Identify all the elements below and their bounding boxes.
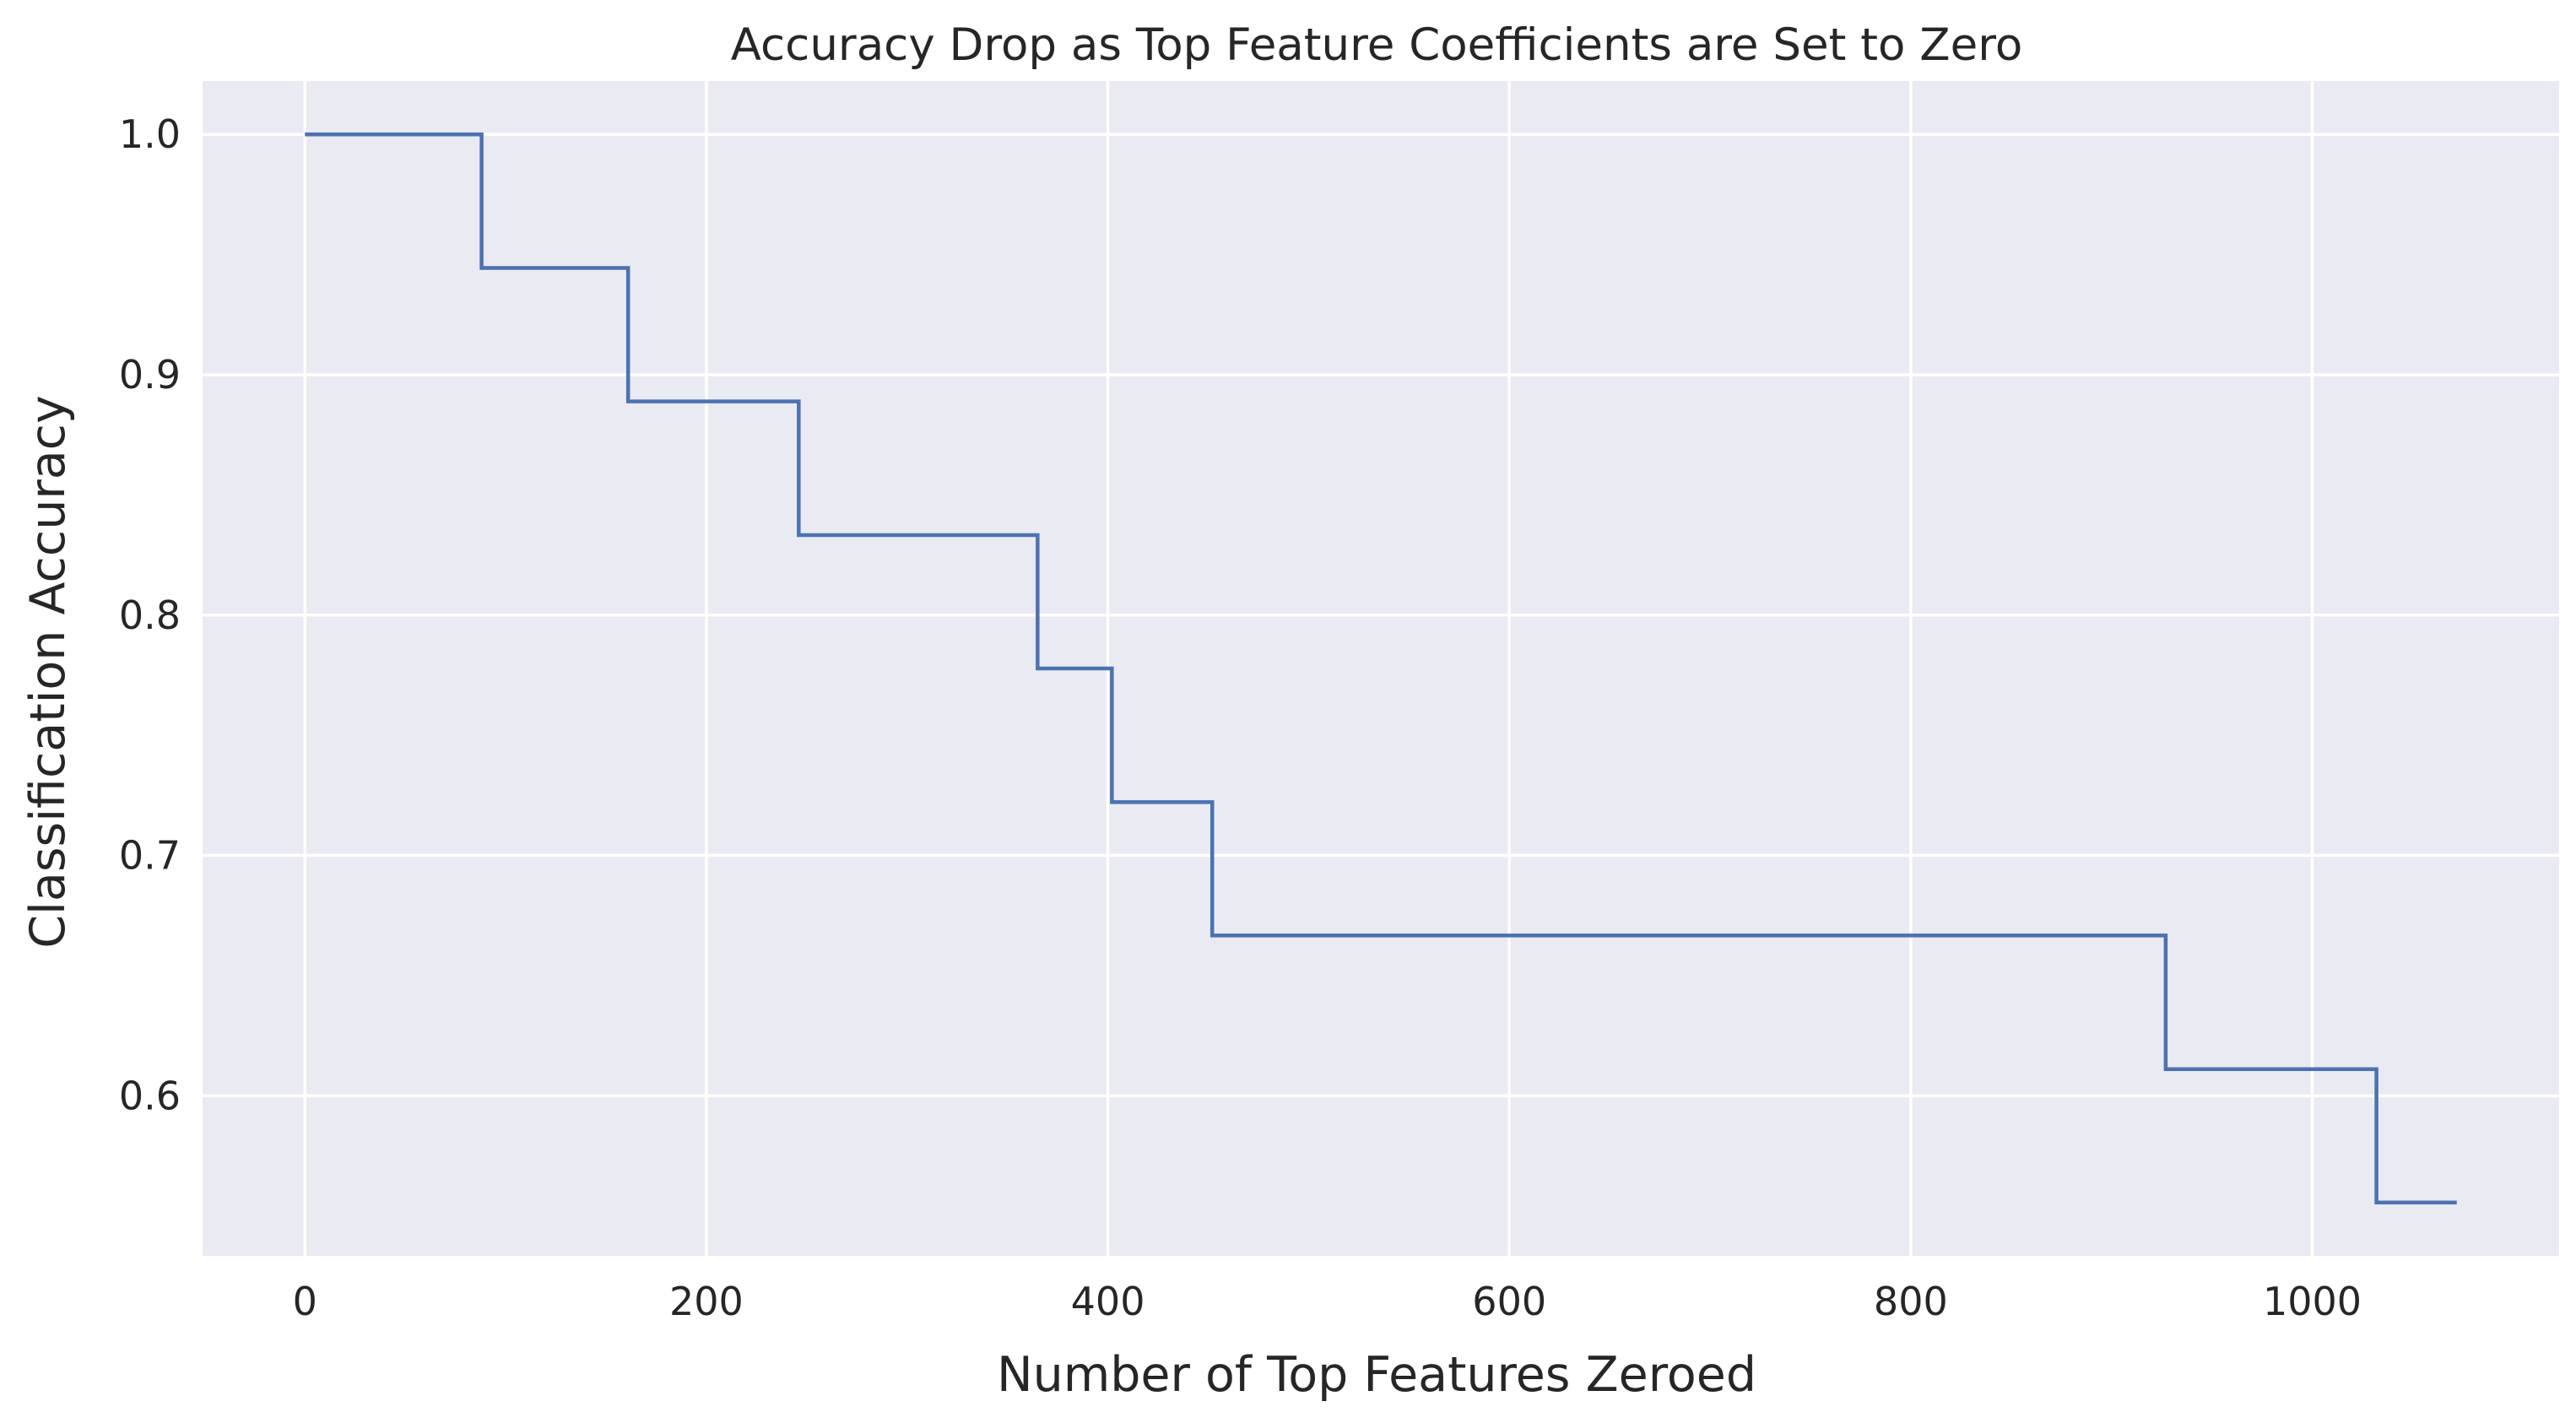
x-tick-label: 1000 (2263, 1279, 2362, 1324)
y-tick-label: 0.8 (119, 592, 181, 638)
y-gridlines (203, 133, 2559, 1098)
chart-title: Accuracy Drop as Top Feature Coefficient… (731, 19, 2023, 71)
y-axis-label: Classification Accuracy (20, 395, 76, 949)
x-tick-label: 400 (1071, 1279, 1145, 1324)
x-tick-labels: 0 200 400 600 800 1000 (293, 1279, 2362, 1324)
x-tick-label: 800 (1874, 1279, 1948, 1324)
x-tick-label: 0 (293, 1279, 317, 1324)
x-axis-label: Number of Top Features Zeroed (997, 1347, 1756, 1403)
y-tick-label: 0.6 (119, 1073, 181, 1118)
plot-background (203, 81, 2559, 1256)
series-layer (305, 132, 2457, 1205)
x-tick-label: 600 (1472, 1279, 1546, 1324)
y-tick-label: 0.9 (119, 352, 181, 398)
y-tick-labels: 0.6 0.7 0.8 0.9 1.0 (119, 111, 181, 1118)
y-tick-label: 0.7 (119, 833, 181, 879)
y-tick-label: 1.0 (119, 111, 181, 157)
x-tick-label: 200 (669, 1279, 744, 1324)
series-line-0 (305, 132, 2457, 1205)
